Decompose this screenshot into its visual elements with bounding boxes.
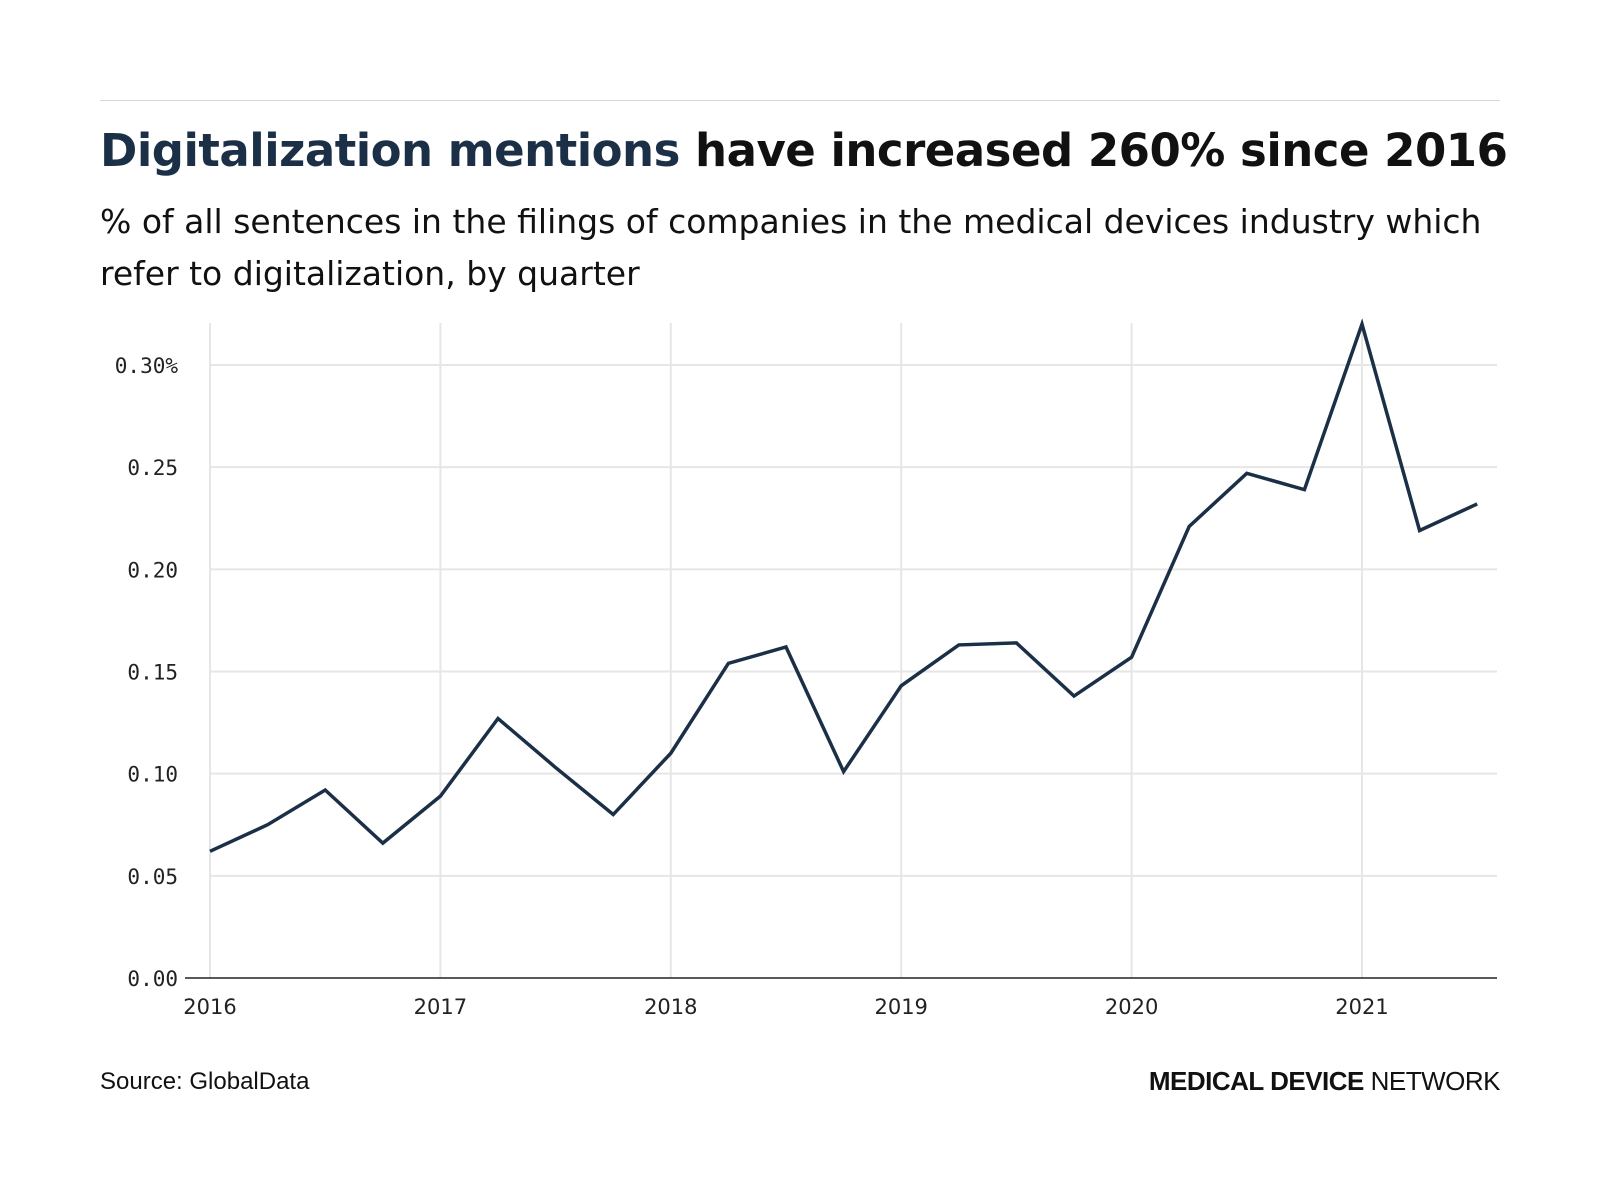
brand-bold: MEDICAL DEVICE: [1148, 1066, 1365, 1096]
source-note: Source: GlobalData: [100, 1068, 310, 1095]
x-tick-label: 2020: [1105, 995, 1158, 1019]
y-tick-label: 0.20: [127, 558, 178, 582]
chart-title: Digitalization mentions have increased 2…: [100, 124, 1508, 177]
y-tick-label: 0.00: [127, 967, 178, 991]
x-tick-label: 2019: [874, 995, 927, 1019]
x-tick-label: 2017: [414, 995, 467, 1019]
y-tick-label: 0.30%: [115, 354, 179, 378]
chart-subtitle: % of all sentences in the filings of com…: [100, 202, 1482, 293]
y-tick-label: 0.15: [127, 661, 178, 685]
title-rest: have increased 260% since 2016: [679, 124, 1508, 177]
data-line: [209, 318, 1478, 853]
x-tick-label: 2018: [644, 995, 697, 1019]
top-rule: [100, 100, 1500, 101]
brand-light: NETWORK: [1370, 1066, 1501, 1096]
x-tick-label: 2021: [1335, 995, 1388, 1019]
title-highlight: Digitalization mentions: [100, 124, 680, 177]
brand-logo: MEDICAL DEVICE NETWORK: [1148, 1066, 1501, 1097]
x-tick-label: 2016: [183, 995, 236, 1019]
y-tick-label: 0.05: [127, 865, 178, 889]
y-tick-label: 0.10: [127, 763, 178, 787]
y-tick-label: 0.25: [127, 456, 178, 480]
